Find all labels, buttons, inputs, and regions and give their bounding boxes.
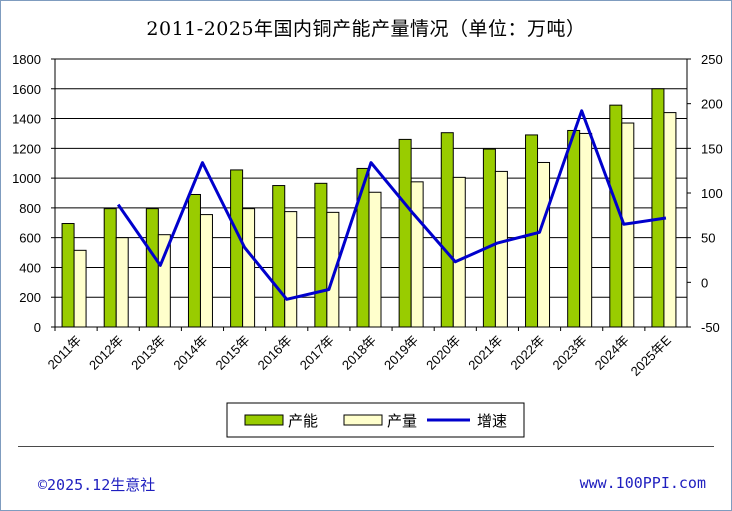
capacity-bar	[440, 132, 454, 328]
x-tick-label: 2018年	[339, 333, 379, 373]
x-tick-label: 2011年	[45, 333, 85, 373]
x-tick-label: 2015年	[212, 333, 252, 373]
capacity-bar	[398, 138, 412, 328]
capacity-bar	[187, 193, 201, 328]
x-tick-label: 2024年	[592, 333, 632, 373]
left-tick-label: 1200	[12, 141, 41, 156]
x-tick-label: 2020年	[423, 333, 463, 373]
output-bar	[368, 191, 382, 328]
left-tick-label: 1600	[12, 82, 41, 97]
output-bar	[284, 211, 298, 328]
legend-swatch-output	[343, 414, 383, 426]
capacity-bar	[525, 134, 539, 328]
output-bar	[452, 176, 466, 328]
output-bar	[73, 249, 87, 328]
right-tick-label: -50	[701, 320, 720, 335]
capacity-bar	[145, 208, 159, 328]
website-text: www.100PPI.com	[579, 474, 706, 492]
output-bar	[494, 170, 508, 328]
right-tick-label: 50	[701, 231, 715, 246]
capacity-bar	[567, 129, 581, 328]
output-bar	[242, 208, 256, 328]
capacity-bar	[314, 182, 328, 328]
capacity-bar	[272, 185, 286, 328]
left-tick-label: 600	[19, 231, 41, 246]
capacity-bar	[482, 148, 496, 328]
right-tick-label: 100	[701, 186, 723, 201]
output-bar	[115, 237, 129, 328]
capacity-bar	[356, 167, 370, 328]
x-tick-label: 2017年	[297, 333, 337, 373]
left-tick-label: 200	[19, 290, 41, 305]
output-bar	[579, 132, 593, 328]
capacity-bar	[651, 88, 665, 328]
right-tick-label: 0	[701, 275, 708, 290]
left-tick-label: 800	[19, 201, 41, 216]
output-bar	[199, 214, 213, 328]
capacity-bar	[230, 169, 244, 328]
legend-label-output: 产量	[387, 412, 417, 430]
right-tick-label: 150	[701, 141, 723, 156]
legend-swatch-capacity	[244, 414, 284, 426]
left-tick-label: 1400	[12, 112, 41, 127]
right-tick-label: 200	[701, 97, 723, 112]
chart-title: 2011-2025年国内铜产能产量情况（单位：万吨）	[146, 18, 586, 40]
x-tick-label: 2016年	[255, 333, 295, 373]
left-tick-label: 0	[34, 320, 41, 335]
x-tick-label: 2022年	[507, 333, 547, 373]
left-tick-label: 1000	[12, 171, 41, 186]
output-bar	[537, 161, 551, 328]
capacity-bar	[103, 208, 117, 328]
x-tick-label: 2023年	[550, 333, 590, 373]
left-tick-label: 400	[19, 260, 41, 275]
output-bar	[326, 211, 340, 328]
copyright-text: ©2025.12生意社	[38, 476, 156, 494]
right-tick-label: 250	[701, 52, 723, 67]
legend-label-growth: 增速	[477, 412, 507, 430]
x-tick-label: 2012年	[86, 333, 126, 373]
x-tick-label: 2021年	[465, 333, 505, 373]
legend-label-capacity: 产能	[288, 412, 318, 430]
capacity-bar	[61, 223, 75, 328]
x-tick-label: 2025年E	[628, 332, 675, 379]
growth-line	[116, 109, 667, 301]
output-bar	[410, 181, 424, 328]
output-bar	[663, 112, 677, 328]
x-tick-label: 2013年	[128, 333, 168, 373]
left-tick-label: 1800	[12, 52, 41, 67]
x-tick-label: 2014年	[170, 333, 210, 373]
x-tick-label: 2019年	[381, 333, 421, 373]
footer-separator	[18, 446, 714, 447]
